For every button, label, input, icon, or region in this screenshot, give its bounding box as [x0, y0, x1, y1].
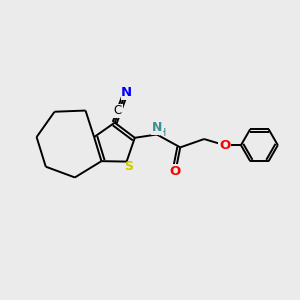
Text: O: O: [219, 139, 230, 152]
Text: N: N: [152, 122, 162, 134]
Text: H: H: [158, 128, 166, 138]
Text: C: C: [114, 104, 122, 117]
Text: S: S: [124, 160, 133, 173]
Text: O: O: [169, 165, 180, 178]
Text: N: N: [121, 86, 132, 99]
